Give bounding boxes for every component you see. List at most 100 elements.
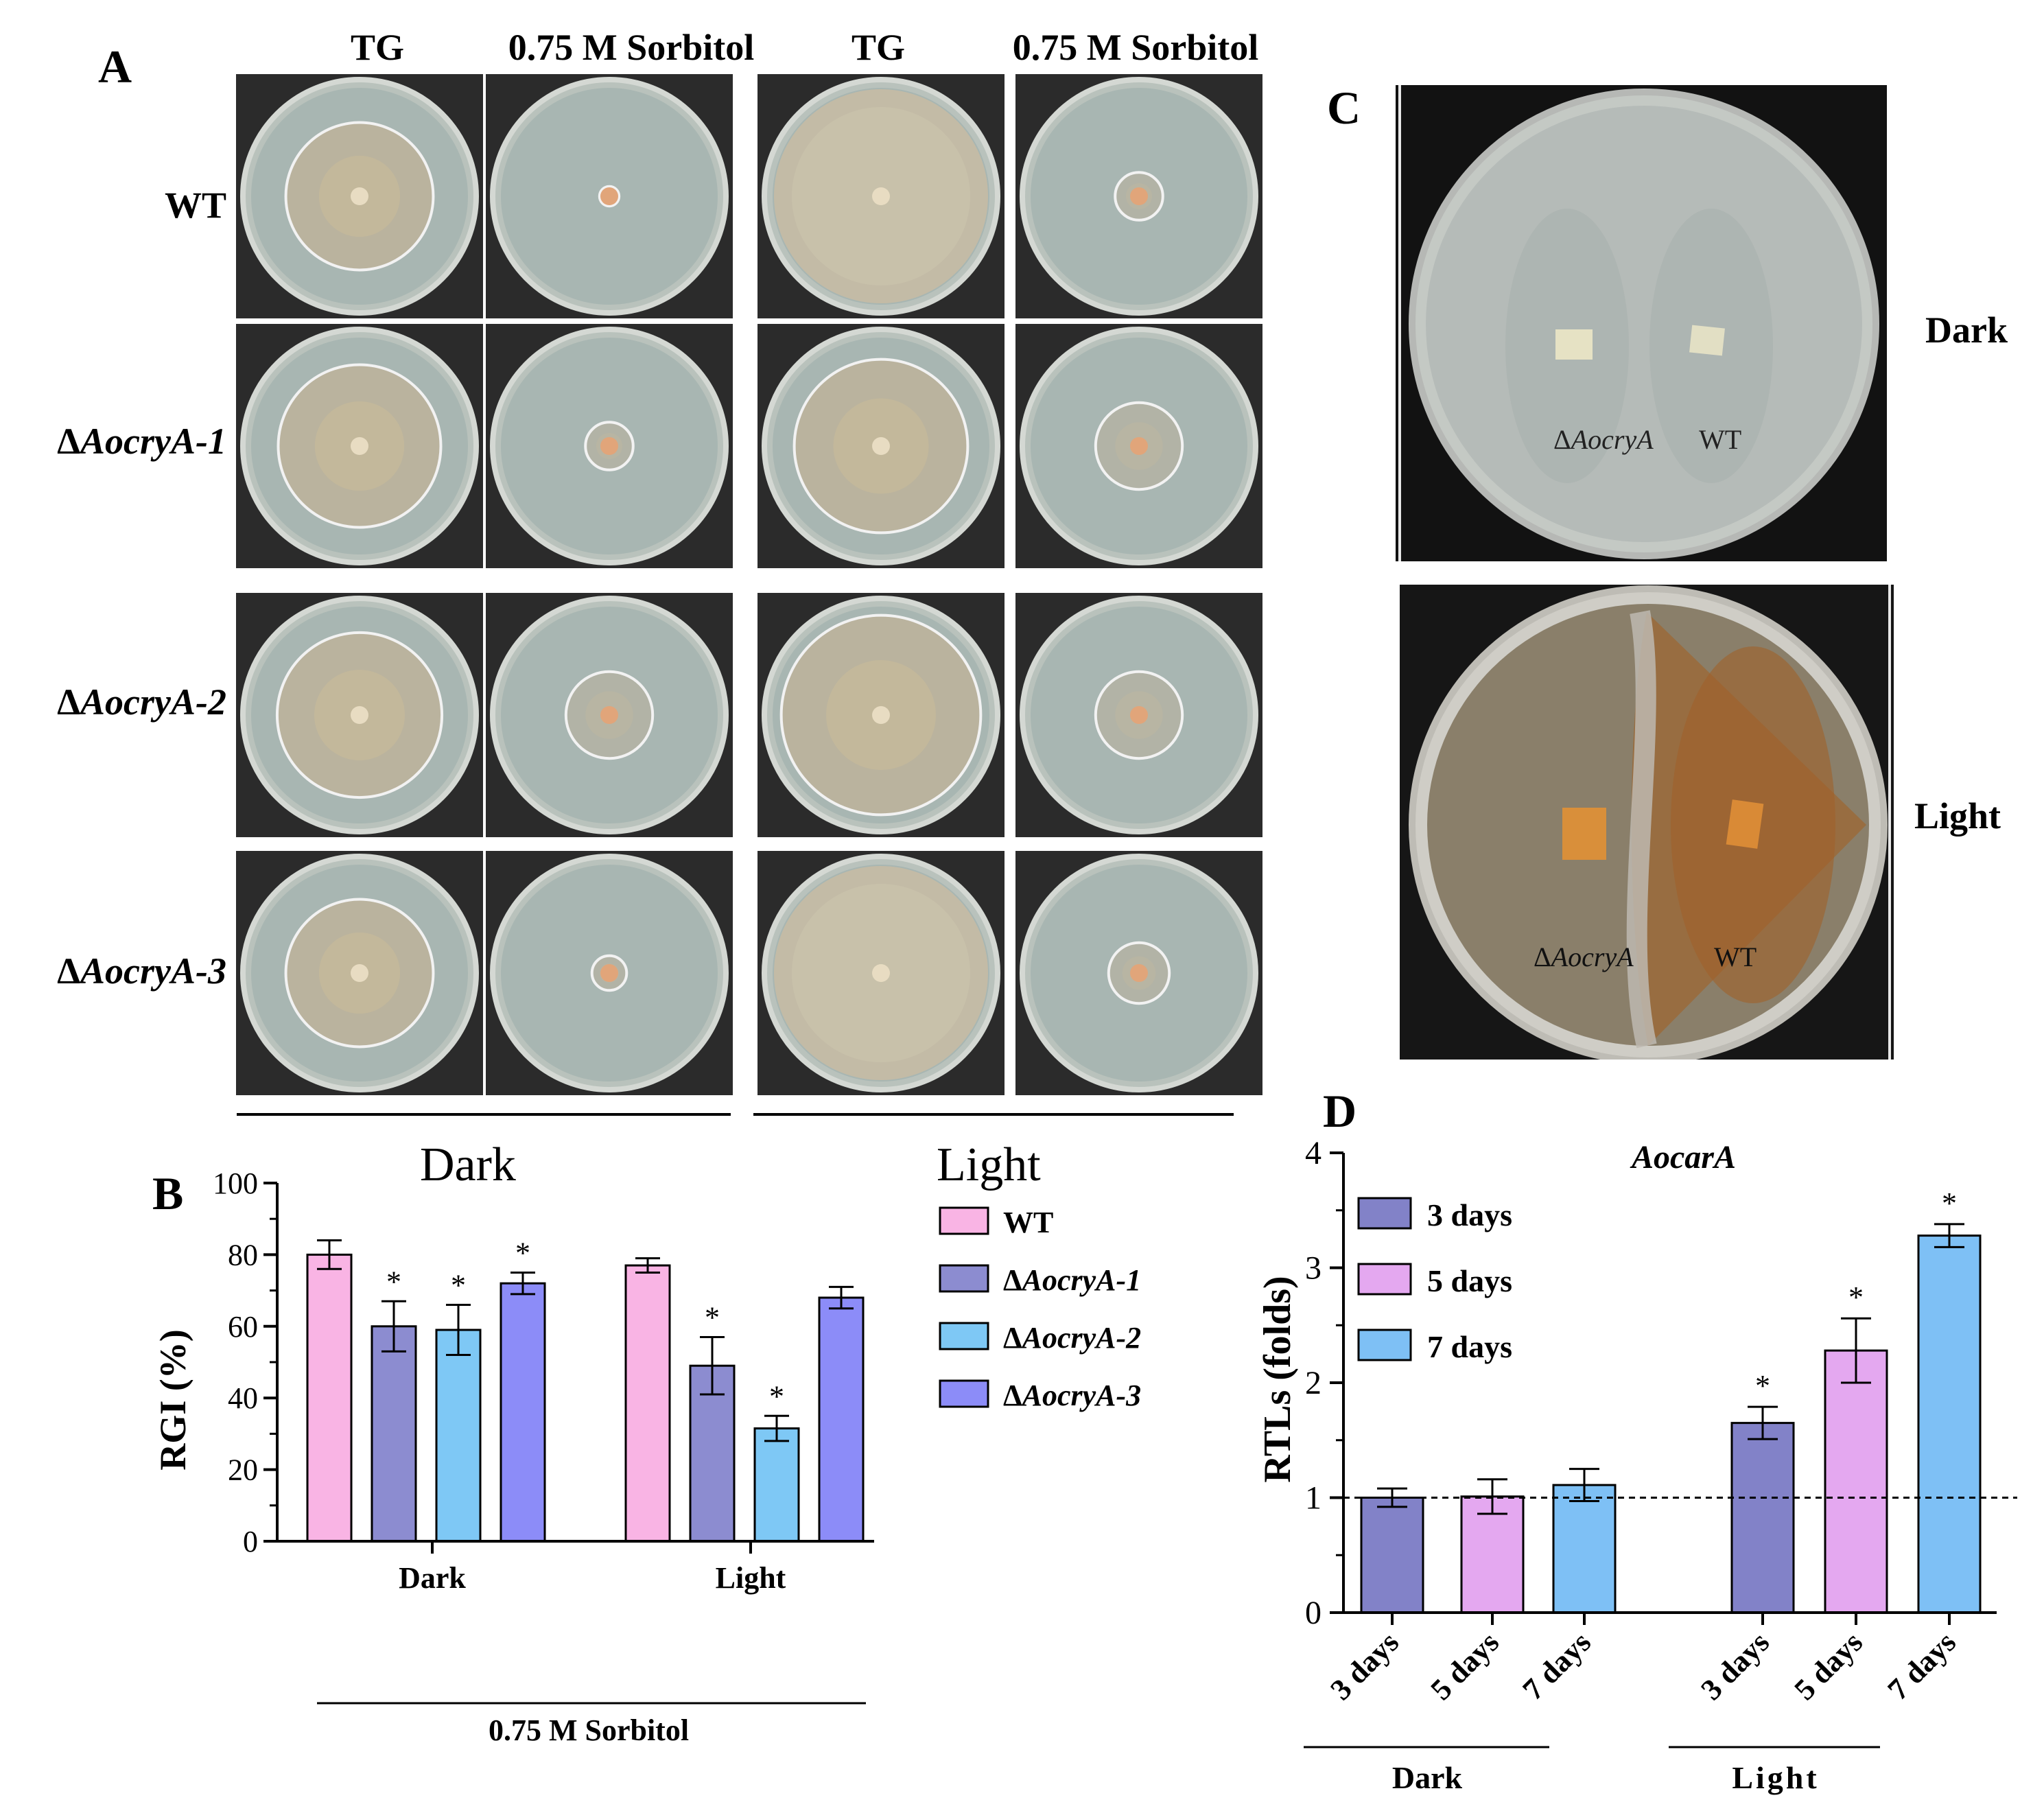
side-label-dark: Dark (1925, 309, 2008, 351)
panel-label-d: D (1323, 1085, 1357, 1137)
panel-label-c: C (1327, 82, 1361, 134)
rtls-bar (1917, 1235, 1982, 1614)
plate-photo (1015, 851, 1262, 1095)
rgi-bar (500, 1282, 546, 1543)
col-header-2: 0.75 M Sorbitol (508, 27, 755, 68)
plate-photo (757, 324, 1005, 568)
rtls-legend-label: 7 days (1427, 1329, 1512, 1364)
rtls-x-tick-label: 3 days (1695, 1625, 1776, 1707)
rgi-error-bar (764, 1414, 789, 1442)
row-label-aocrya-2: ΔAocryA-2 (57, 681, 226, 723)
rtls-error-bar (1748, 1405, 1778, 1440)
plate-photo (236, 74, 483, 318)
col-header-3: TG (851, 27, 906, 68)
plate-label-dark-wt: WT (1699, 424, 1741, 455)
rgi-y-tick-label: 100 (213, 1167, 258, 1200)
plate-photo (486, 324, 733, 568)
rgi-bar (624, 1264, 671, 1543)
row-label-wt: WT (164, 185, 226, 226)
rgi-y-tick-label: 80 (228, 1238, 258, 1272)
condition-label-dark: Dark (420, 1138, 516, 1191)
rtls-x-tick-label: 5 days (1424, 1625, 1506, 1707)
rgi-error-bar (635, 1257, 660, 1274)
plate-photo (1015, 593, 1262, 837)
condition-label-light: Light (937, 1138, 1041, 1191)
col-header-4: 0.75 M Sorbitol (1012, 27, 1259, 68)
rtls-sig-marker: * (1942, 1186, 1957, 1220)
rgi-legend-label: ΔAocryA-1 (1003, 1263, 1141, 1297)
plate-photo (236, 593, 483, 837)
rgi-bar (435, 1329, 482, 1543)
panel-label-b: B (152, 1167, 184, 1219)
plate-photo (486, 593, 733, 837)
chart-rgi: * * * * * 0 20 40 60 80 100 Dark Light WT ΔAocryA-1 Δ… (152, 1167, 1141, 1747)
rtls-legend-label: 3 days (1427, 1197, 1512, 1232)
rgi-y-tick-label: 40 (228, 1381, 258, 1415)
plate-photo-dark: ΔAocryA WT (1396, 85, 1887, 561)
rtls-bar (1552, 1484, 1617, 1614)
rtls-x-tick-label: 5 days (1788, 1625, 1870, 1707)
plate-label-light-mutant: AocryA (1549, 941, 1634, 972)
rtls-y-tick-label: 4 (1305, 1135, 1321, 1171)
rgi-sig-marker: * (705, 1300, 720, 1334)
rgi-x-tick-label: Dark (399, 1561, 466, 1595)
rgi-legend-label: ΔAocryA-2 (1003, 1321, 1141, 1355)
rtls-error-bar (1934, 1223, 1964, 1248)
rgi-error-bar (700, 1335, 725, 1396)
rtls-bar (1360, 1497, 1424, 1614)
dark-bracket-line (237, 1113, 731, 1116)
rtls-y-tick-label: 3 (1305, 1250, 1321, 1287)
rgi-error-bar (446, 1303, 471, 1357)
rtls-legend-label: 5 days (1427, 1263, 1512, 1298)
rtls-bar (1460, 1495, 1525, 1614)
rtls-title: AocarA (1630, 1139, 1736, 1175)
rgi-sig-marker: * (515, 1237, 530, 1270)
plate-label-dark-prefix: Δ (1553, 424, 1571, 455)
rtls-error-bar (1841, 1317, 1871, 1384)
col-header-1: TG (350, 27, 405, 68)
svg-text:ΔAocryA: ΔAocryA (1534, 941, 1634, 972)
plate-photo (757, 851, 1005, 1095)
light-bracket-line (753, 1113, 1234, 1116)
rgi-bar (306, 1253, 353, 1543)
rgi-bar (371, 1325, 417, 1543)
rtls-legend-swatch (1357, 1197, 1412, 1230)
rtls-sig-marker: * (1755, 1369, 1770, 1403)
rtls-y-tick-label: 0 (1305, 1595, 1321, 1631)
rgi-y-axis-label: RGI (%) (152, 1329, 193, 1470)
rgi-error-bar (317, 1239, 342, 1270)
rgi-sig-marker: * (386, 1265, 401, 1298)
rtls-y-tick-label: 2 (1305, 1365, 1321, 1401)
rgi-error-bar (510, 1272, 535, 1296)
rtls-bar (1824, 1349, 1888, 1614)
rgi-legend-label: WT (1003, 1206, 1053, 1239)
plate-label-dark-mutant: AocryA (1569, 424, 1654, 455)
plate-photo (486, 74, 733, 318)
rtls-error-bar (1569, 1468, 1599, 1503)
row-label-aocrya-1: ΔAocryA-1 (57, 421, 226, 462)
rtls-x-tick-label: 7 days (1881, 1625, 1963, 1707)
svg-text:ΔAocryA: ΔAocryA (1553, 424, 1654, 455)
plate-photo (757, 593, 1005, 837)
rgi-sig-marker: * (451, 1268, 466, 1302)
plate-photo (1015, 74, 1262, 318)
plate-label-light-wt: WT (1714, 941, 1757, 972)
rtls-legend-swatch (1357, 1329, 1412, 1361)
side-label-light: Light (1914, 795, 2001, 836)
rtls-y-axis-label: RTLs (folds) (1256, 1276, 1299, 1482)
rgi-error-bar (829, 1285, 854, 1310)
panel-label-a: A (98, 40, 132, 93)
rtls-x-tick-label: 7 days (1516, 1625, 1598, 1707)
rtls-sig-marker: * (1848, 1280, 1864, 1314)
rgi-legend-label: ΔAocryA-3 (1003, 1379, 1141, 1412)
rtls-group-label-light: Light (1732, 1760, 1819, 1795)
rgi-bar (818, 1296, 865, 1543)
rtls-group-label-dark: Dark (1392, 1760, 1463, 1795)
rgi-legend-swatch (939, 1379, 989, 1408)
rgi-bar (753, 1427, 800, 1543)
rgi-sig-marker: * (769, 1379, 784, 1413)
plate-photo (1015, 324, 1262, 568)
plate-photo-light: ΔAocryA WT (1400, 585, 1894, 1060)
row-label-aocrya-3: ΔAocryA-3 (57, 950, 226, 992)
